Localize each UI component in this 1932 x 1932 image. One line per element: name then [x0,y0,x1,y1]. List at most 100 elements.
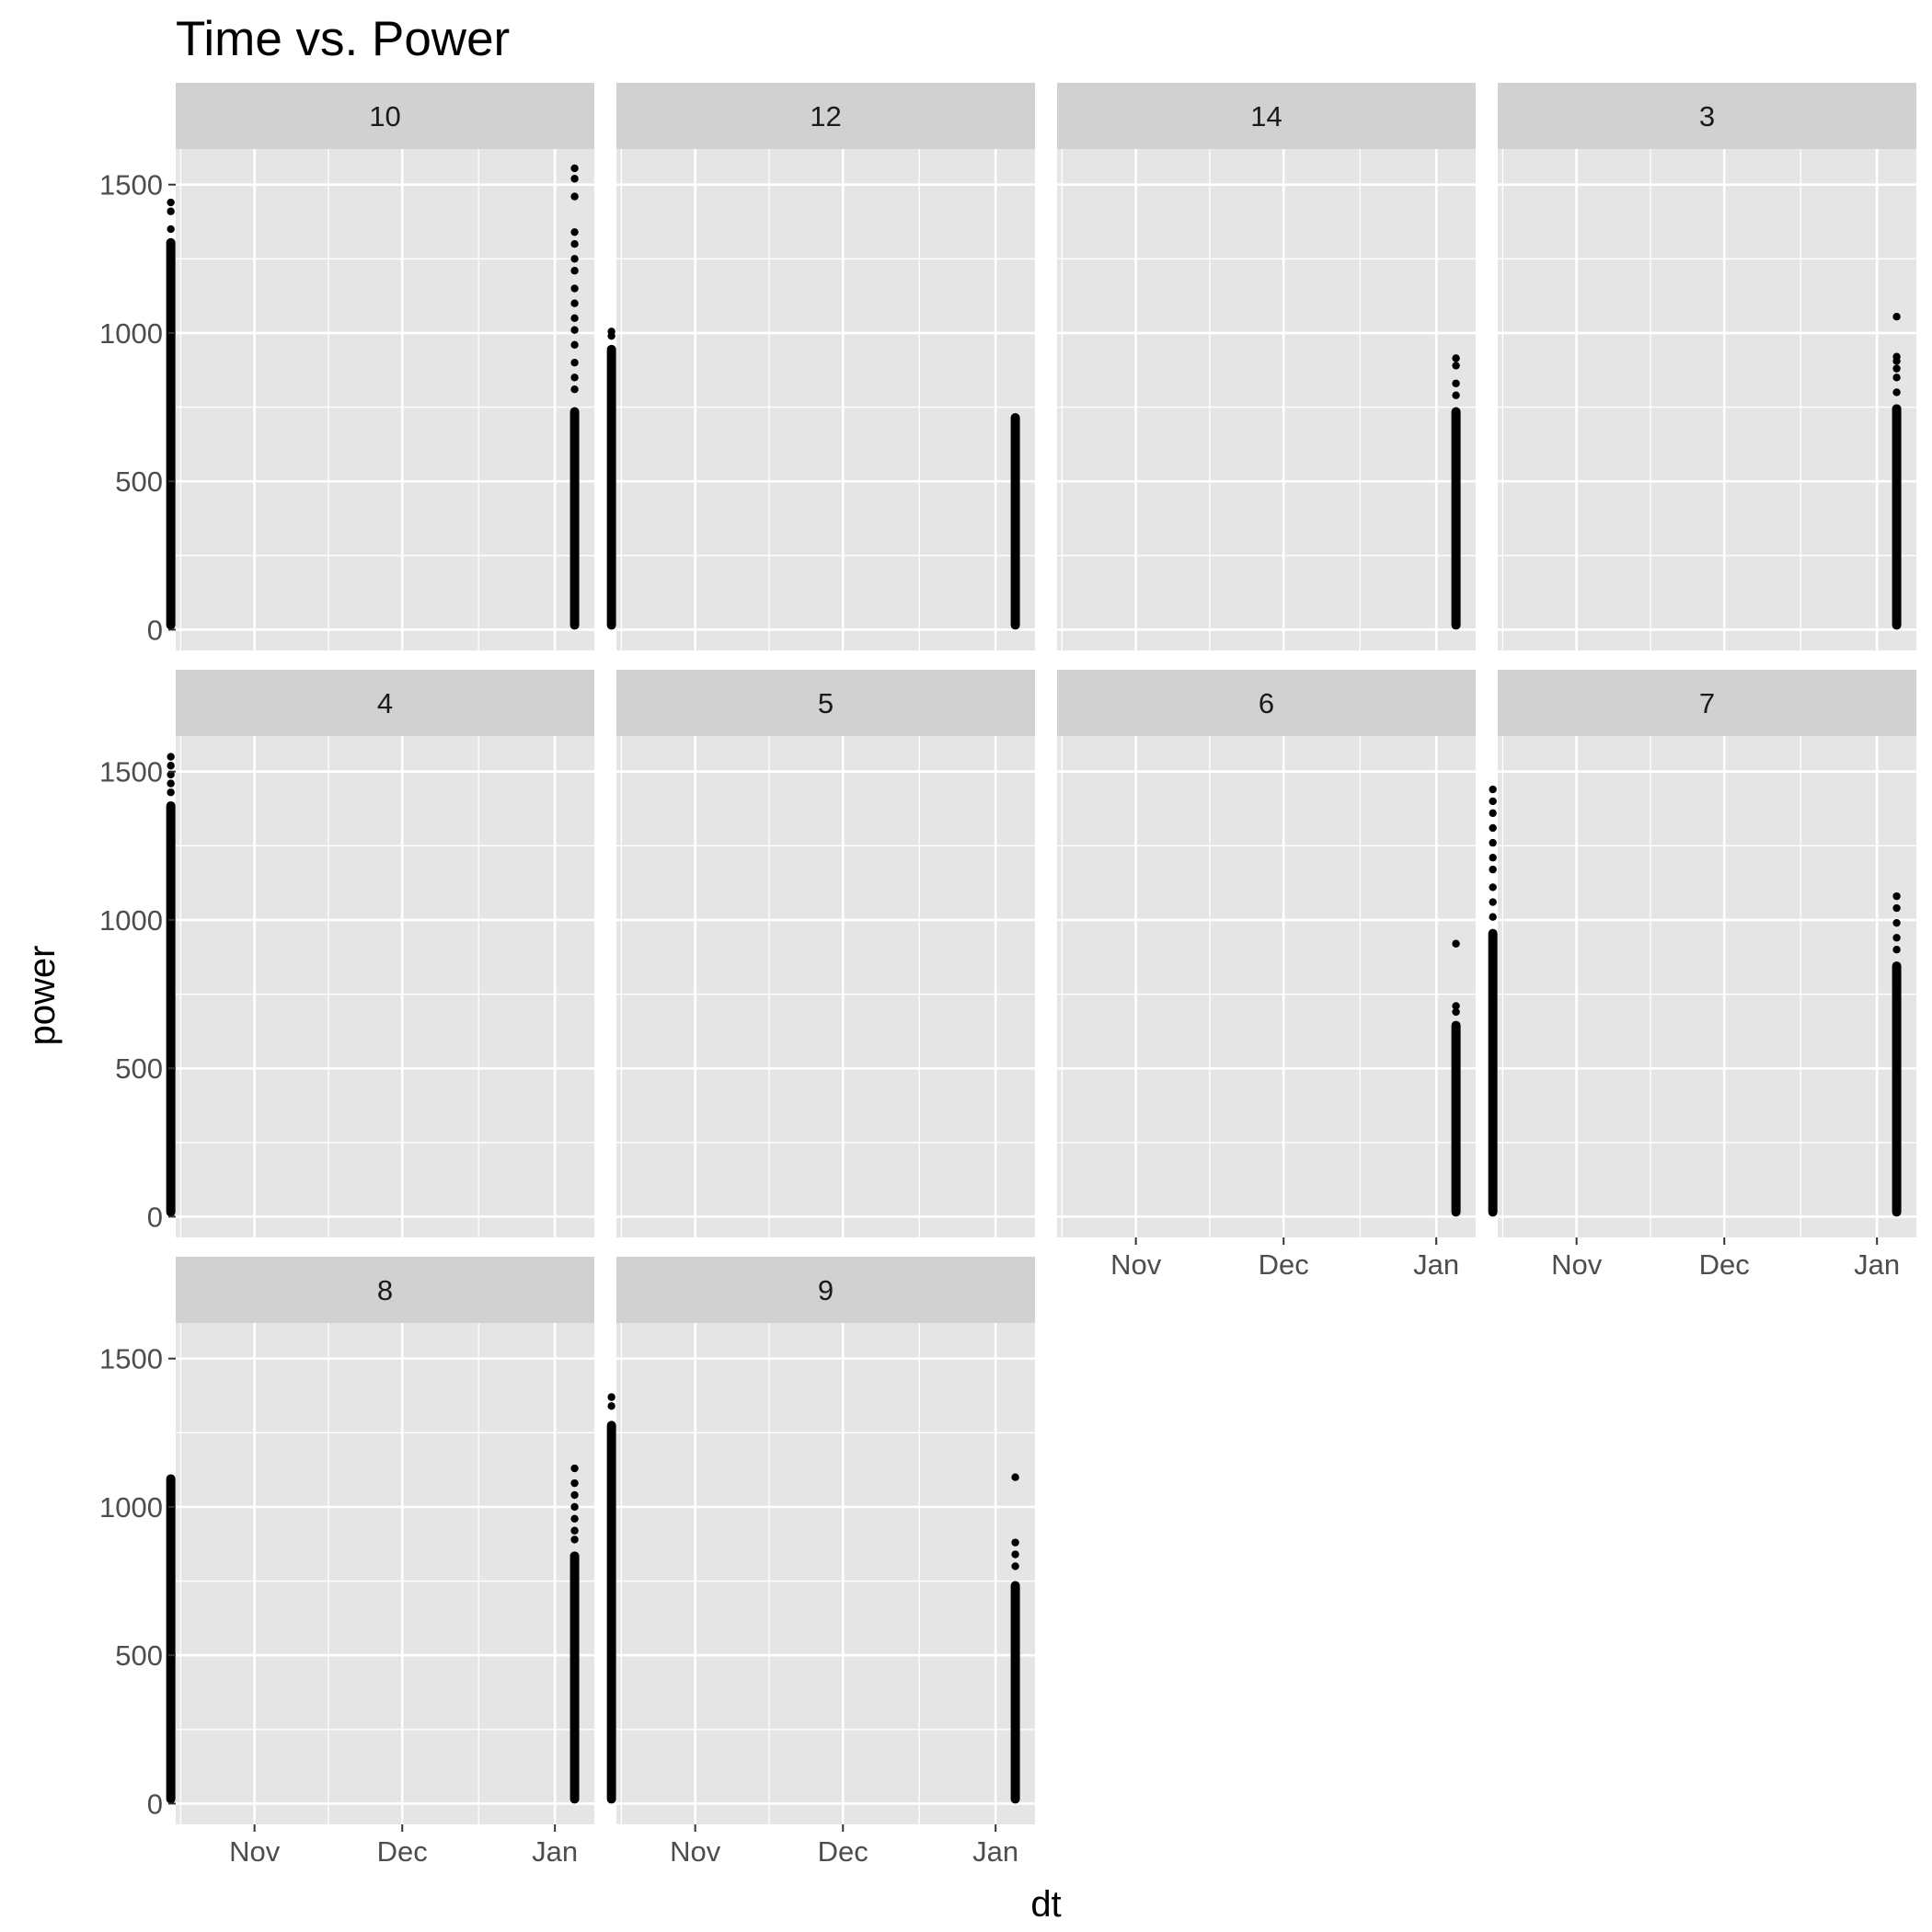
facet-panel-3: 3 [1498,83,1916,650]
facet-strip-label: 10 [369,100,400,132]
data-point [1452,354,1460,362]
data-point [1489,854,1497,862]
data-point [1489,809,1497,818]
data-point [1011,1473,1019,1481]
data-point [1452,379,1460,387]
y-tick-label: 0 [147,1788,163,1820]
x-tick-label: Jan [1413,1248,1459,1281]
data-point [570,267,579,275]
data-point [570,374,579,382]
data-point [570,314,579,323]
data-point [607,1402,615,1410]
data-point [167,207,175,215]
data-point [1452,362,1460,370]
data-point [1011,1550,1019,1558]
data-point [167,224,175,234]
data-point [1452,1007,1460,1017]
data-point [570,239,579,248]
panel-background [1498,736,1916,1237]
facet-strip [616,83,1035,149]
y-tick-label: 1000 [99,904,163,937]
facet-strip [1057,83,1476,149]
y-axis-title: power [22,946,63,1046]
data-point [570,385,579,394]
data-point [570,326,579,334]
facet-panel-7: 7 Nov Dec Jan [1488,670,1916,1281]
y-tick-label: 1500 [99,1343,163,1375]
y-tick-label: 0 [147,1201,163,1233]
facet-strip-label: 8 [377,1274,393,1306]
facet-panel-12: 12 [606,83,1035,650]
data-point-column [166,800,176,1217]
data-point [570,284,579,293]
facet-strip-label: 6 [1259,687,1274,719]
data-point-column [166,1474,176,1804]
data-point [1892,364,1901,373]
facet-panel-5: 5 [616,670,1035,1237]
x-tick-label: Jan [1854,1248,1900,1281]
facet-panel-9: 9 Nov Dec Jan [606,1257,1035,1868]
data-point [570,1490,579,1500]
data-point-column [569,1551,580,1804]
facet-strip [1498,83,1916,149]
facet-strip [176,83,594,149]
data-point-column [1010,413,1020,630]
data-point [167,762,175,770]
panel-background [616,1323,1035,1824]
data-point-column [1892,404,1902,630]
facet-strip [616,1257,1035,1323]
panel-background [176,149,594,650]
facet-panel-6: 6 Nov Dec Jan [1057,670,1476,1281]
facet-strip-label: 14 [1250,100,1282,132]
panel-background [616,736,1035,1237]
x-tick-label: Dec [818,1835,868,1868]
data-point [570,228,579,236]
data-point [607,1393,615,1401]
data-point [1452,1002,1460,1010]
data-point [1011,1538,1019,1547]
data-point [570,164,579,173]
y-tick-label: 0 [147,614,163,646]
y-tick-label: 1000 [99,1491,163,1524]
data-point [570,255,579,263]
data-point [1892,903,1901,913]
data-point [1892,945,1901,954]
data-point [167,770,175,779]
x-tick-label: Nov [670,1835,721,1868]
y-tick-label: 500 [115,466,163,498]
facet-panel-14: 14 [1057,83,1476,650]
data-point [1892,918,1901,927]
data-point [1489,785,1497,794]
facet-strip-label: 9 [818,1274,834,1306]
data-point [1452,391,1460,399]
data-point [607,328,615,336]
facet-strip [1498,670,1916,736]
data-point-column [606,1420,616,1804]
x-tick-label: Dec [377,1835,428,1868]
data-point [570,1535,579,1544]
panel-background [1498,149,1916,650]
data-point [570,1464,579,1473]
data-point [1489,898,1497,906]
x-tick-label: Dec [1699,1248,1750,1281]
facet-strip-label: 5 [818,687,834,719]
data-point [1892,374,1901,382]
data-point-column [1451,407,1461,630]
panel-background [1057,736,1476,1237]
panel-background [176,1323,594,1824]
panel-background [176,736,594,1237]
data-point [167,788,175,797]
data-point [570,192,579,201]
data-point-column [569,407,580,630]
data-point [570,340,579,350]
data-point [1011,1562,1019,1570]
data-point-column [166,237,176,630]
data-point-column [1010,1581,1020,1804]
data-point [1892,352,1901,361]
panel-background [616,149,1035,650]
y-tick-label: 1000 [99,317,163,350]
data-point [1489,823,1497,833]
y-tick-label: 500 [115,1639,163,1672]
data-point [1489,838,1497,847]
